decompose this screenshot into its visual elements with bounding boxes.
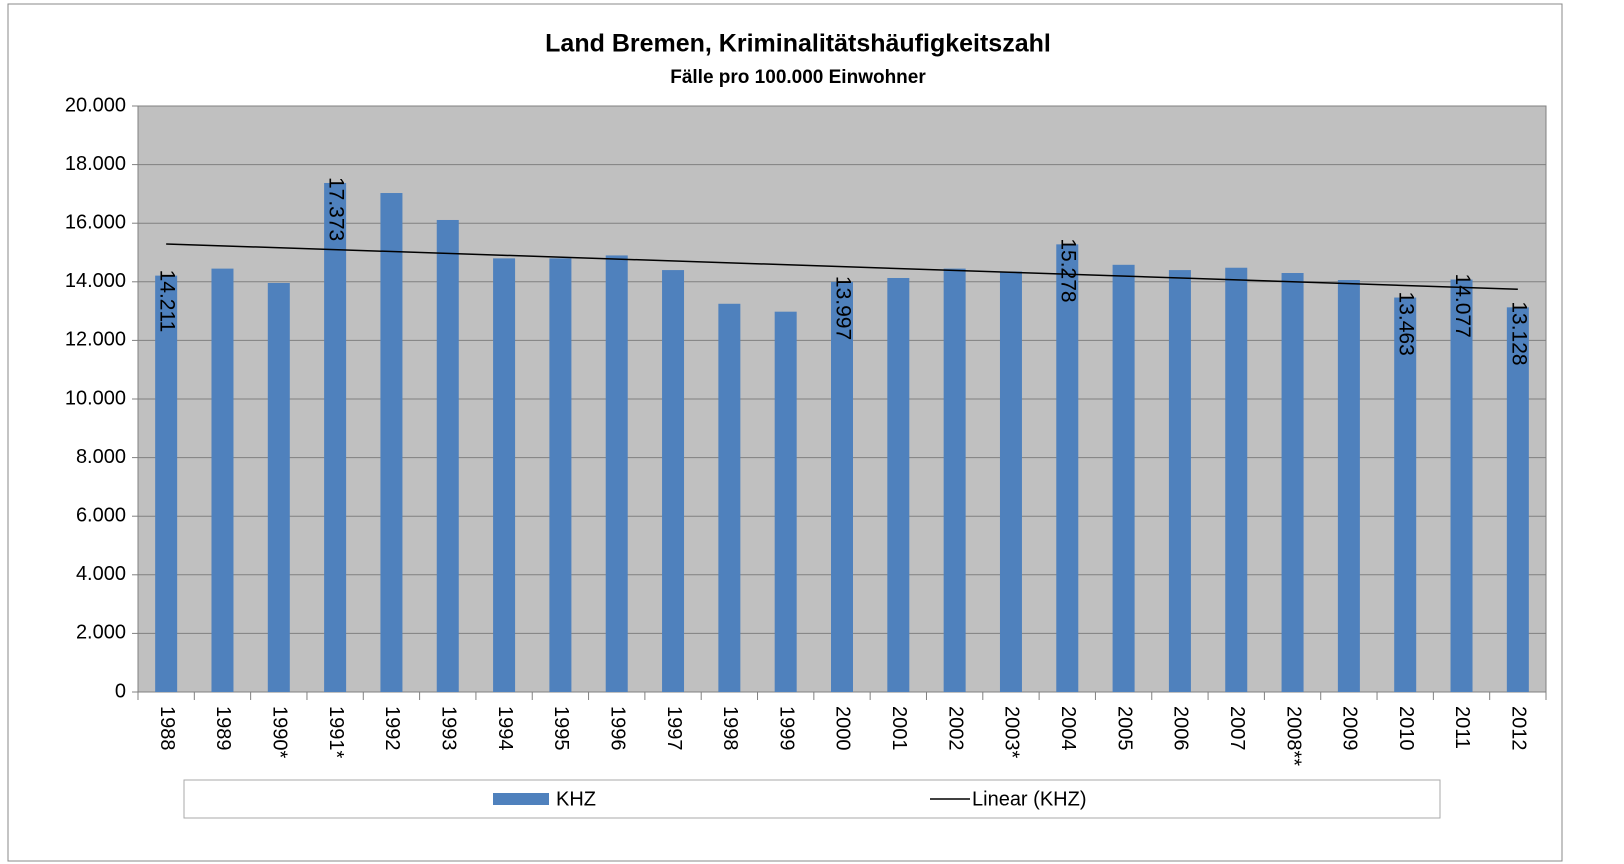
bar (436, 219, 459, 693)
x-tick-label: 1994 (494, 706, 516, 751)
legend-label: Linear (KHZ) (972, 788, 1086, 810)
y-tick-label: 0 (115, 680, 126, 702)
y-tick-label: 14.000 (65, 270, 126, 292)
data-label: 13.997 (831, 276, 854, 340)
x-tick-label: 2001 (888, 706, 910, 751)
x-tick-label: 1991* (325, 706, 347, 758)
bar (1056, 244, 1079, 692)
x-tick-label: 2007 (1226, 706, 1248, 751)
x-tick-label: 2002 (944, 706, 966, 751)
x-tick-label: 2003* (1001, 706, 1023, 758)
data-label: 14.077 (1451, 274, 1474, 338)
legend-box (183, 779, 1441, 819)
bar (155, 275, 178, 692)
x-tick-label: 1989 (212, 706, 234, 751)
y-tick-label: 10.000 (65, 387, 126, 409)
bar (267, 282, 290, 692)
data-label: 13.463 (1395, 292, 1418, 356)
legend-swatch (493, 793, 549, 805)
x-tick-label: 2012 (1508, 706, 1530, 751)
bar (999, 271, 1022, 692)
x-tick-label: 2009 (1339, 706, 1361, 751)
data-label: 13.128 (1507, 301, 1530, 365)
bar (1337, 280, 1360, 692)
legend-label: KHZ (556, 788, 596, 810)
bar (1225, 267, 1248, 692)
x-tick-label: 1999 (775, 706, 797, 751)
x-tick-label: 2000 (832, 706, 854, 751)
bar (774, 311, 797, 692)
bar (1450, 279, 1473, 692)
bar (831, 281, 853, 692)
bar (380, 193, 403, 692)
bar (324, 182, 347, 692)
chart-subtitle: Fälle pro 100.000 Einwohner (670, 67, 926, 88)
bar (1281, 273, 1304, 692)
y-tick-label: 20.000 (65, 94, 126, 116)
x-tick-label: 2006 (1170, 706, 1192, 751)
x-tick-label: 1998 (719, 706, 741, 751)
data-label: 17.373 (325, 177, 348, 241)
x-tick-label: 2010 (1395, 706, 1417, 751)
y-tick-label: 2.000 (76, 622, 126, 644)
y-tick-label: 4.000 (76, 563, 126, 585)
bar (1506, 307, 1529, 692)
y-tick-label: 8.000 (76, 446, 126, 468)
x-tick-label: 1993 (437, 706, 459, 751)
bar (1168, 270, 1191, 692)
bar (493, 258, 516, 692)
trendline (166, 243, 1518, 291)
x-tick-label: 1992 (381, 706, 403, 751)
bar (943, 268, 966, 692)
bar (549, 258, 572, 692)
bar (718, 303, 741, 692)
y-tick-label: 6.000 (76, 504, 126, 526)
data-label: 14.211 (156, 270, 179, 333)
bar (211, 268, 234, 692)
bar (662, 270, 685, 692)
x-tick-label: 1988 (156, 706, 178, 751)
y-tick-label: 12.000 (65, 329, 126, 351)
x-tick-label: 2004 (1057, 706, 1079, 751)
bar (1112, 264, 1135, 692)
bar (605, 255, 628, 692)
x-tick-label: 1996 (606, 706, 628, 751)
x-tick-label: 1997 (663, 706, 685, 751)
data-label: 15.278 (1057, 238, 1080, 302)
x-tick-label: 2005 (1113, 706, 1135, 751)
bar (1394, 297, 1417, 692)
x-tick-label: 2008** (1282, 706, 1304, 766)
chart-title: Land Bremen, Kriminalitätshäufigkeitszah… (545, 30, 1051, 58)
x-tick-label: 1990* (269, 706, 291, 758)
y-tick-label: 16.000 (65, 211, 126, 233)
x-tick-label: 1995 (550, 706, 572, 751)
y-tick-label: 18.000 (65, 153, 126, 175)
bar (887, 277, 910, 692)
x-tick-label: 2011 (1451, 706, 1473, 749)
